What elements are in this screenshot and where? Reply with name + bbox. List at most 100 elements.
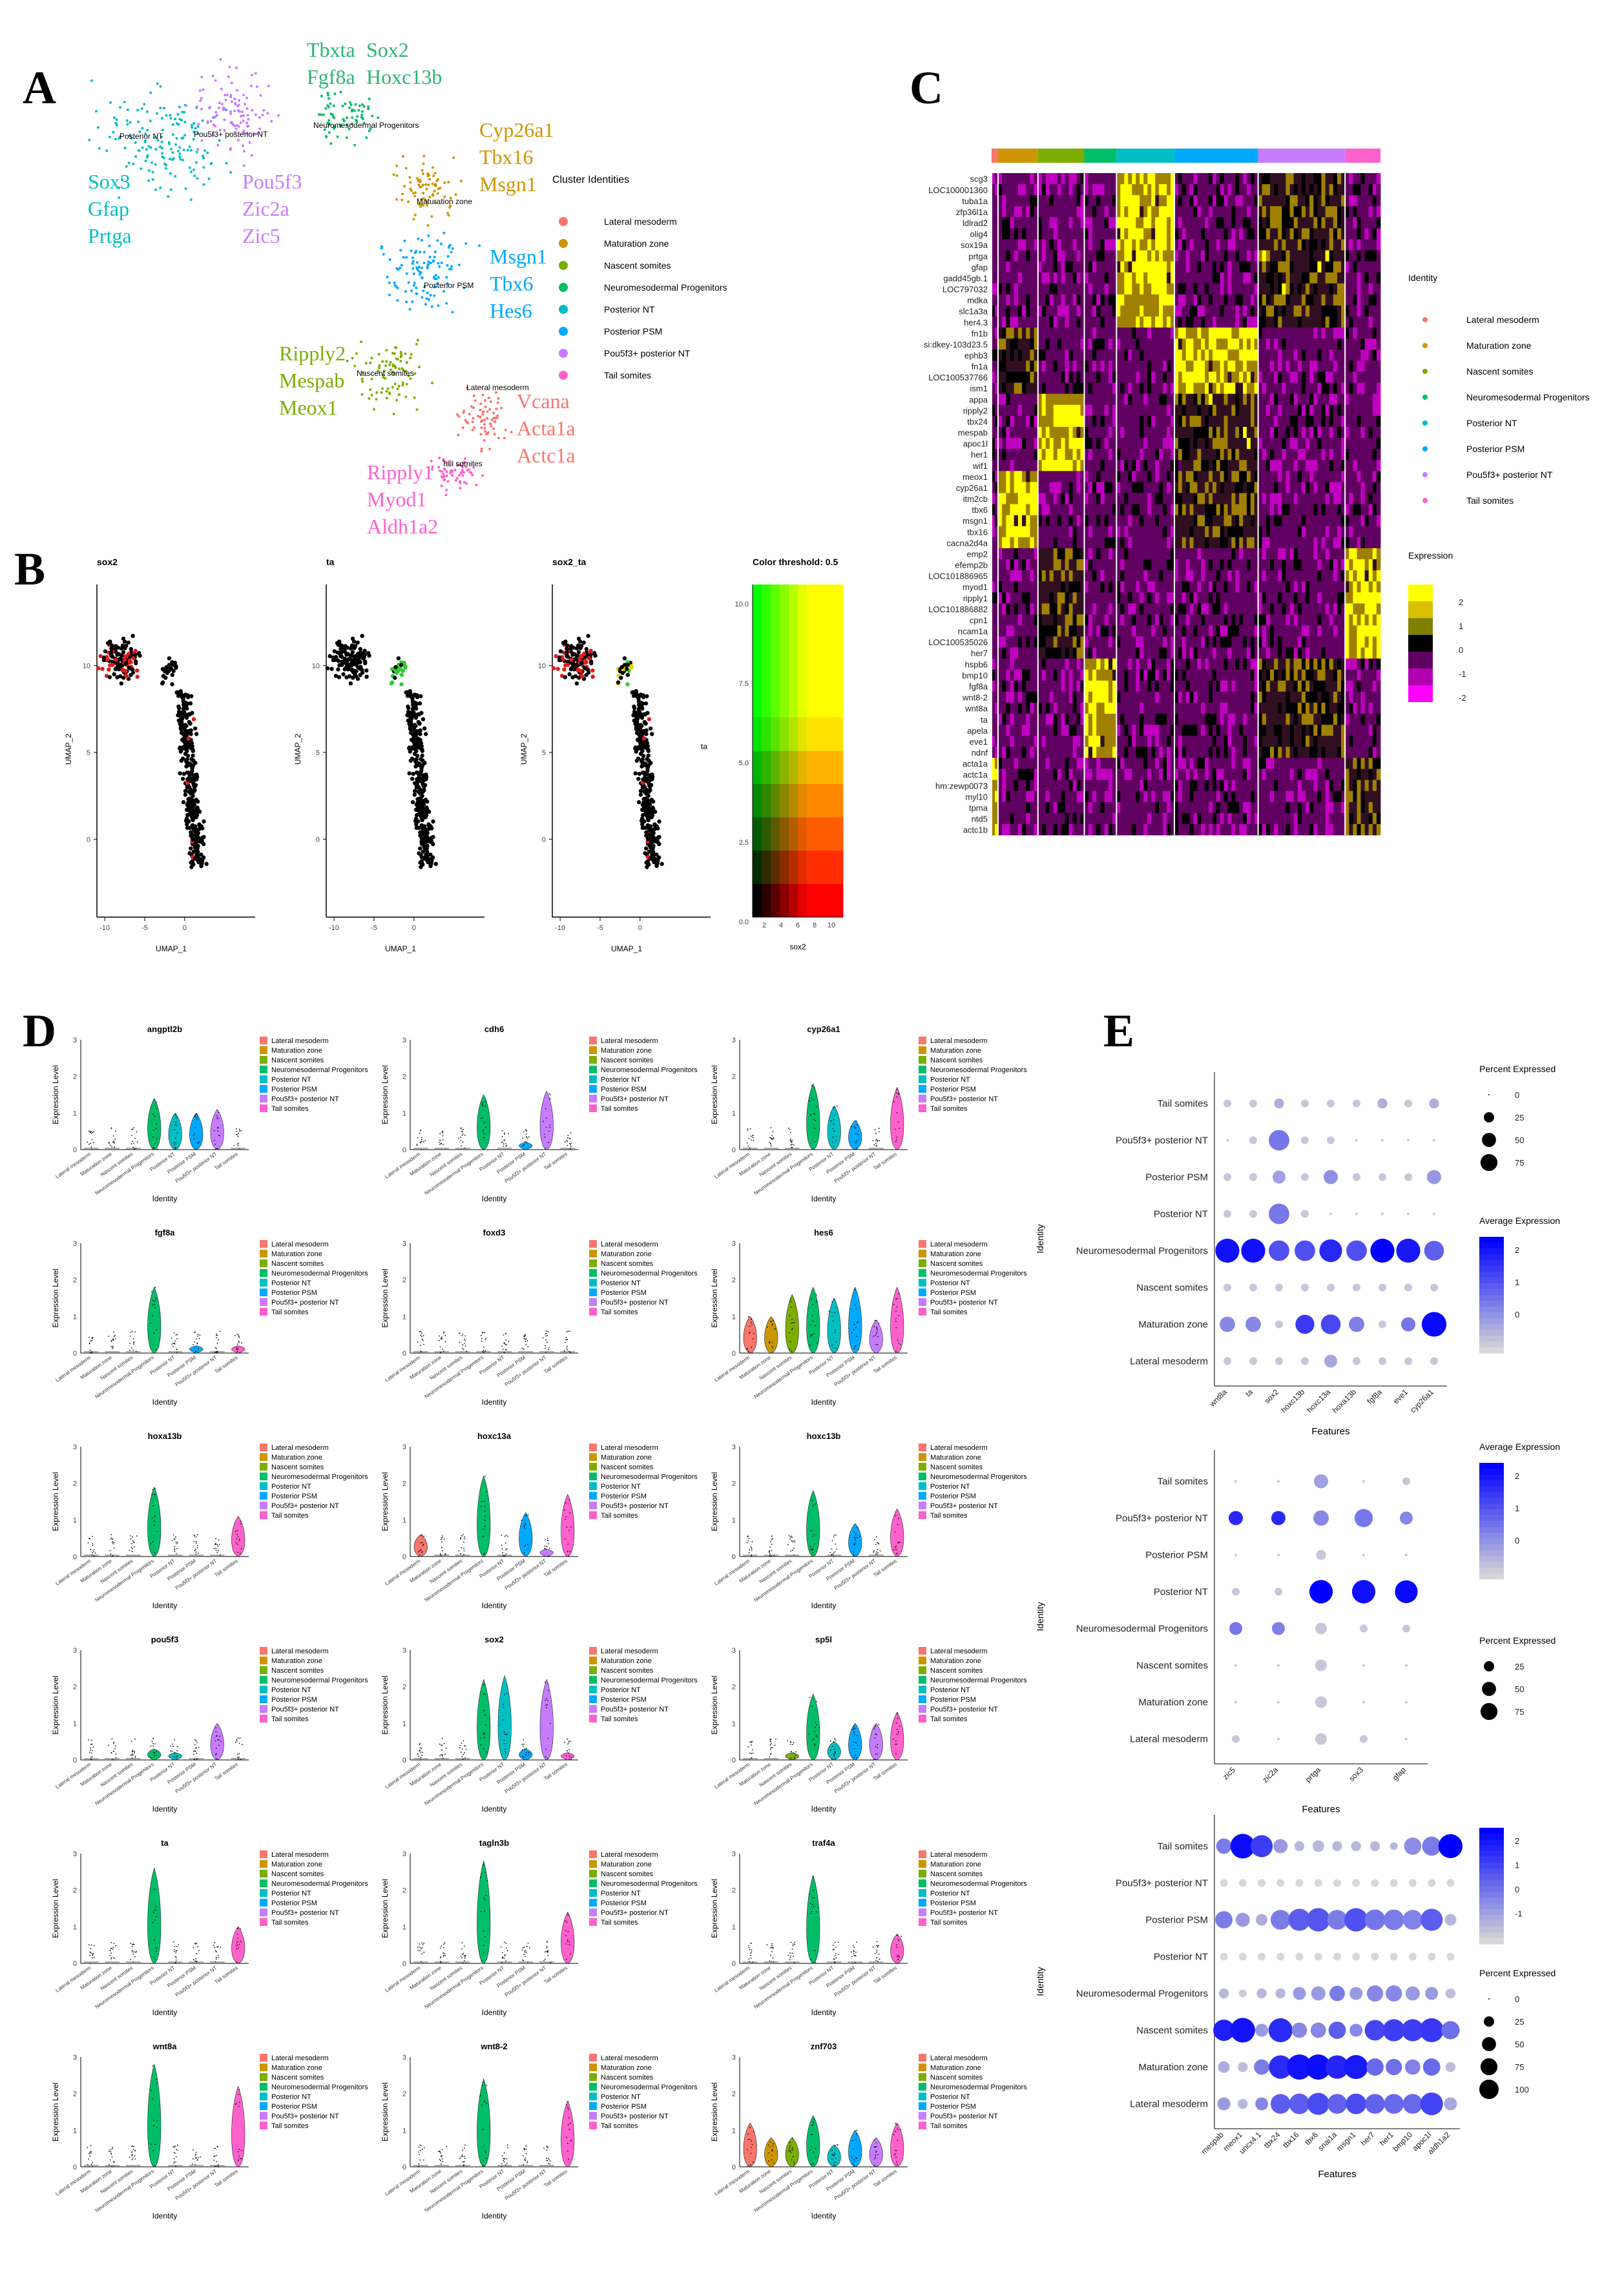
heatmap-cell (1030, 371, 1034, 383)
heatmap-cell (1151, 404, 1156, 417)
heatmap-cell (1140, 239, 1144, 251)
umap-point (415, 177, 419, 180)
umap-point (434, 201, 437, 204)
heatmap-cell (1108, 426, 1113, 439)
cell-point (170, 682, 174, 687)
heatmap-cell (1209, 261, 1213, 273)
cell-point (114, 646, 118, 650)
heatmap-cell (1182, 415, 1187, 428)
heatmap-cell (1006, 173, 1010, 185)
heatmap-cell (1030, 426, 1034, 439)
heatmap-cell (1306, 173, 1310, 185)
cell-point (415, 695, 420, 699)
heatmap-cell (998, 217, 1003, 229)
heatmap-cell (1353, 305, 1357, 317)
cell-point (115, 675, 120, 679)
heatmap-cell (1061, 404, 1065, 417)
umap-point (451, 311, 454, 314)
cell-point (409, 747, 413, 751)
heatmap-cell (1243, 338, 1247, 350)
cell-point (419, 836, 424, 841)
heatmap-cell (998, 283, 1003, 295)
heatmap-cell (1014, 195, 1019, 207)
umap-point (394, 346, 397, 349)
heatmap-cell (1155, 349, 1160, 361)
heatmap-cell (1163, 360, 1167, 372)
cell-point (649, 726, 653, 731)
heatmap-cell (1147, 272, 1152, 284)
heatmap-cell (1167, 173, 1171, 185)
heatmap-cell (1364, 294, 1369, 306)
heatmap-cell (1053, 404, 1058, 417)
heatmap-cell (1368, 228, 1373, 240)
heatmap-cell (1333, 371, 1338, 383)
heatmap-cell (1030, 228, 1034, 240)
heatmap-cell (1364, 360, 1369, 372)
heatmap-cell (1167, 261, 1171, 273)
heatmap-cell (1124, 316, 1129, 328)
identity-bar-segment (992, 149, 998, 163)
umap-point (229, 171, 233, 174)
heatmap-cell (1124, 338, 1129, 350)
umap-point (427, 183, 430, 187)
heatmap-cell (1205, 393, 1209, 406)
umap-point (496, 414, 499, 417)
umap-point (325, 136, 328, 138)
umap-point (171, 151, 174, 154)
blend-cell (762, 784, 771, 818)
cell-point (636, 800, 641, 805)
umap-point (413, 194, 417, 198)
heatmap-cell (1092, 316, 1097, 328)
heatmap-cell (1247, 404, 1251, 417)
heatmap-cell (1349, 272, 1353, 284)
heatmap-cell (1065, 239, 1069, 251)
heatmap-cell (1329, 338, 1334, 350)
heatmap-cell (1065, 426, 1069, 439)
identity-bar-segment (1084, 149, 1117, 163)
heatmap-cell (1072, 382, 1077, 395)
cell-point (133, 652, 138, 657)
umap-point (417, 183, 421, 187)
heatmap-cell (1274, 316, 1278, 328)
heatmap-cell (1014, 184, 1019, 196)
umap-point (154, 148, 158, 151)
heatmap-cell (1010, 305, 1015, 317)
umap-cluster-label: Neuromesodermal Progenitors (313, 121, 419, 130)
heatmap-cell (1216, 173, 1221, 185)
heatmap-cell (1057, 360, 1062, 372)
heatmap-cell (1213, 195, 1217, 207)
umap-point (401, 384, 404, 387)
cell-point (408, 713, 413, 718)
heatmap-cell (1096, 438, 1101, 450)
umap-point (196, 125, 200, 129)
cell-point (135, 668, 140, 673)
heatmap-cell (1100, 449, 1105, 460)
heatmap-cell (1163, 195, 1167, 207)
umap-point (219, 57, 222, 61)
heatmap-cell (1262, 184, 1267, 196)
heatmap-cell (1120, 228, 1125, 240)
heatmap-cell (1053, 449, 1058, 460)
umap-point (422, 162, 425, 165)
cell-point (185, 780, 190, 785)
heatmap-cell (1317, 404, 1322, 417)
cell-point (189, 805, 194, 810)
umap-point (144, 132, 147, 136)
heatmap-cell (1337, 206, 1342, 218)
heatmap-cell (1329, 206, 1334, 218)
heatmap-cell (1189, 360, 1194, 372)
umap-point (348, 127, 351, 130)
heatmap-cell (1293, 195, 1298, 207)
heatmap-cell (1313, 184, 1318, 196)
heatmap-cell (1368, 393, 1373, 406)
heatmap-cell (1022, 316, 1026, 328)
heatmap-cell (1076, 449, 1081, 460)
blend-cell (780, 750, 789, 785)
heatmap-cell (1049, 415, 1054, 428)
heatmap-cell (1243, 382, 1247, 395)
heatmap-cell (1185, 173, 1190, 185)
blend-cell (780, 817, 789, 851)
umap-point (446, 282, 449, 285)
heatmap-cell (1250, 338, 1255, 350)
umap-point (417, 270, 421, 273)
